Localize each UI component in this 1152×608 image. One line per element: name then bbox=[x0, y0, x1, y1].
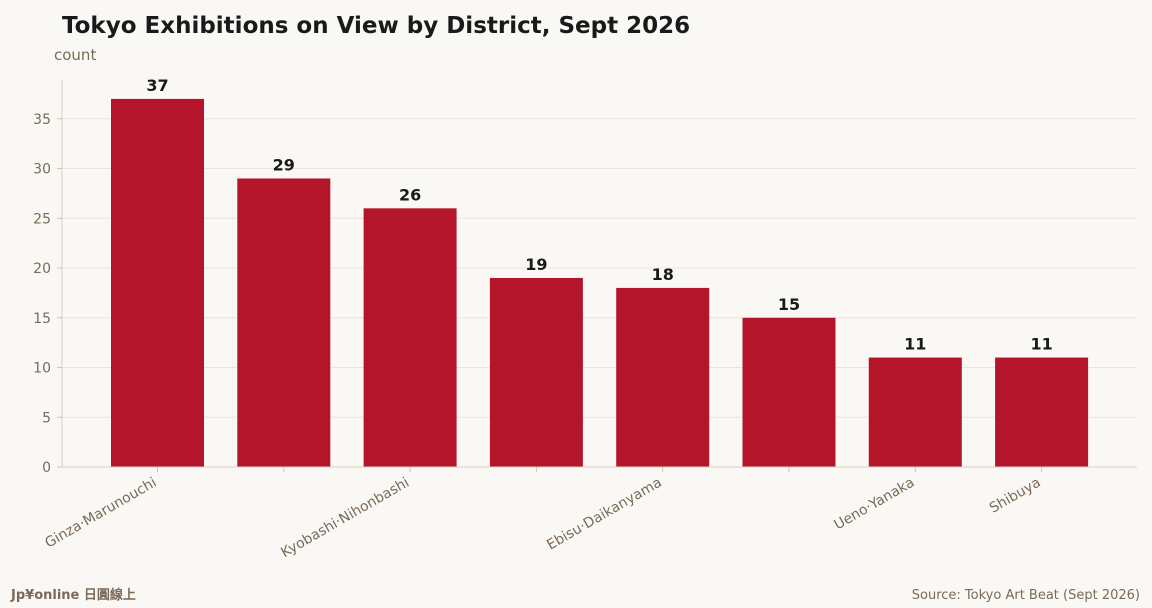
gridlines bbox=[62, 118, 1137, 418]
y-axis-label: count bbox=[54, 46, 96, 64]
bar bbox=[489, 277, 583, 467]
bar bbox=[742, 317, 836, 467]
y-tick-label: 20 bbox=[33, 261, 51, 277]
y-tick-label: 35 bbox=[33, 112, 51, 128]
bar bbox=[868, 357, 962, 467]
data-label: 11 bbox=[904, 335, 926, 354]
y-tick-label: 5 bbox=[42, 410, 51, 426]
data-label: 11 bbox=[1030, 335, 1052, 354]
x-tick-label: Ueno·Yanaka bbox=[831, 475, 917, 534]
bars bbox=[111, 98, 1089, 467]
bar bbox=[363, 208, 457, 467]
data-label: 26 bbox=[399, 185, 421, 204]
bar bbox=[616, 287, 710, 467]
bar bbox=[237, 178, 331, 467]
y-tick-label: 25 bbox=[33, 211, 51, 227]
y-tick-label: 0 bbox=[42, 460, 51, 476]
x-ticks: Ginza·Marunouchi Kyobashi·Nihonbashi Ebisu… bbox=[42, 467, 1044, 561]
data-label: 19 bbox=[525, 255, 547, 274]
data-label: 18 bbox=[652, 265, 674, 284]
bar bbox=[111, 98, 204, 467]
chart-title: Tokyo Exhibitions on View by District, S… bbox=[62, 13, 690, 39]
data-label: 15 bbox=[778, 295, 800, 314]
axes bbox=[61, 80, 1137, 468]
data-label: 37 bbox=[146, 76, 168, 95]
y-tick-label: 30 bbox=[33, 162, 51, 178]
x-tick-label: Kyobashi·Nihonbashi bbox=[278, 475, 412, 561]
data-label: 29 bbox=[273, 155, 295, 174]
x-tick-label: Ginza·Marunouchi bbox=[42, 475, 159, 552]
y-tick-label: 15 bbox=[33, 311, 51, 327]
y-ticks: 0 5 10 15 20 25 30 35 bbox=[33, 112, 62, 476]
y-tick-label: 10 bbox=[33, 361, 51, 377]
footer-brand: Jp¥online 日圓線上 bbox=[10, 587, 136, 603]
x-tick-label: Shibuya bbox=[987, 475, 1044, 517]
data-labels: 37 29 26 19 18 15 11 11 bbox=[146, 76, 1052, 354]
x-tick-label: Ebisu·Daikanyama bbox=[544, 475, 664, 554]
footer-source: Source: Tokyo Art Beat (Sept 2026) bbox=[912, 588, 1140, 603]
bar bbox=[995, 357, 1089, 467]
